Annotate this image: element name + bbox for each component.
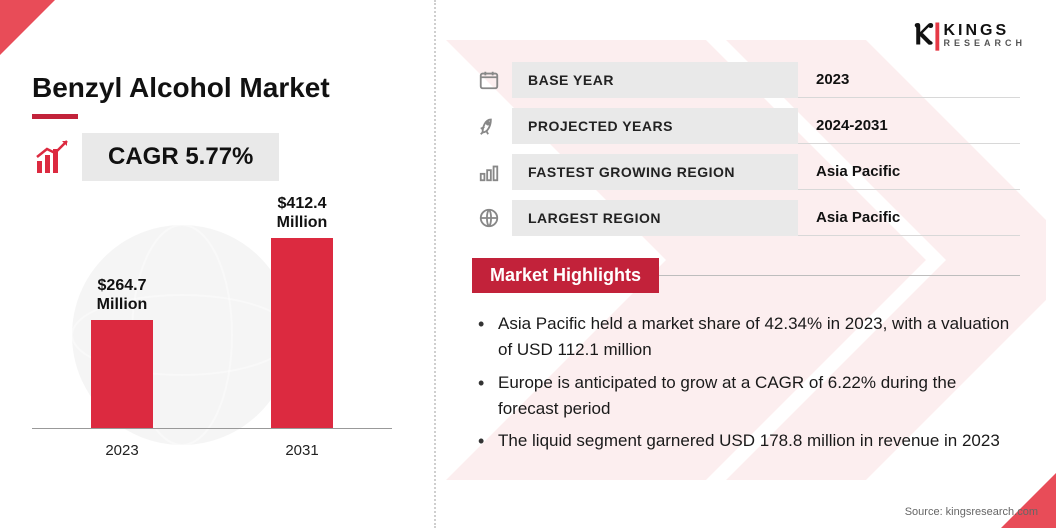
bar-rect	[271, 238, 333, 428]
fact-value: Asia Pacific	[798, 200, 1020, 236]
bar-2031: $412.4 Million	[242, 194, 362, 428]
rocket-icon	[472, 109, 506, 143]
brand-logo: Ⲕ| KINGS RESEARCH	[914, 18, 1026, 52]
fact-value: 2024-2031	[798, 108, 1020, 144]
bar-value-label: $412.4 Million	[277, 194, 328, 232]
x-axis-label: 2023	[62, 442, 182, 459]
cagr-value: CAGR 5.77%	[82, 133, 279, 181]
market-size-bar-chart: $264.7 Million $412.4 Million 2023 2031	[32, 205, 392, 465]
fact-key: LARGEST REGION	[512, 200, 798, 236]
decor-triangle-bottom-right	[1001, 473, 1056, 528]
globe-icon	[472, 201, 506, 235]
x-axis-label: 2031	[242, 442, 362, 459]
growth-icon	[472, 155, 506, 189]
bar-rect	[91, 320, 153, 428]
right-panel: BASE YEAR 2023 PROJECTED YEARS 2024-2031…	[472, 62, 1020, 461]
brand-name-bottom: RESEARCH	[943, 39, 1026, 48]
fact-row-projected-years: PROJECTED YEARS 2024-2031	[472, 108, 1020, 144]
highlight-item: Europe is anticipated to grow at a CAGR …	[478, 370, 1020, 423]
fact-row-base-year: BASE YEAR 2023	[472, 62, 1020, 98]
bar-value-label: $264.7 Million	[97, 276, 148, 314]
source-attribution: Source: kingsresearch.com	[905, 506, 1038, 518]
bar-2023: $264.7 Million	[62, 276, 182, 428]
left-panel: Benzyl Alcohol Market CAGR 5.77% $264.7 …	[32, 72, 412, 465]
growth-chart-icon	[32, 136, 74, 178]
fact-key: BASE YEAR	[512, 62, 798, 98]
section-heading-row: Market Highlights	[472, 258, 1020, 293]
decor-triangle-top-left	[0, 0, 55, 55]
fact-value: 2023	[798, 62, 1020, 98]
section-heading: Market Highlights	[472, 258, 659, 293]
calendar-icon	[472, 63, 506, 97]
facts-table: BASE YEAR 2023 PROJECTED YEARS 2024-2031…	[472, 62, 1020, 236]
section-heading-rule	[659, 275, 1020, 276]
fact-row-largest-region: LARGEST REGION Asia Pacific	[472, 200, 1020, 236]
fact-row-fastest-region: FASTEST GROWING REGION Asia Pacific	[472, 154, 1020, 190]
highlight-item: Asia Pacific held a market share of 42.3…	[478, 311, 1020, 364]
highlight-item: The liquid segment garnered USD 178.8 mi…	[478, 428, 1020, 454]
fact-key: FASTEST GROWING REGION	[512, 154, 798, 190]
highlights-list: Asia Pacific held a market share of 42.3…	[472, 311, 1020, 455]
brand-name-top: KINGS	[943, 23, 1026, 39]
panel-divider	[434, 0, 436, 528]
title-underline	[32, 114, 78, 119]
fact-key: PROJECTED YEARS	[512, 108, 798, 144]
page-title: Benzyl Alcohol Market	[32, 72, 412, 104]
logo-mark: Ⲕ|	[914, 18, 937, 52]
fact-value: Asia Pacific	[798, 154, 1020, 190]
